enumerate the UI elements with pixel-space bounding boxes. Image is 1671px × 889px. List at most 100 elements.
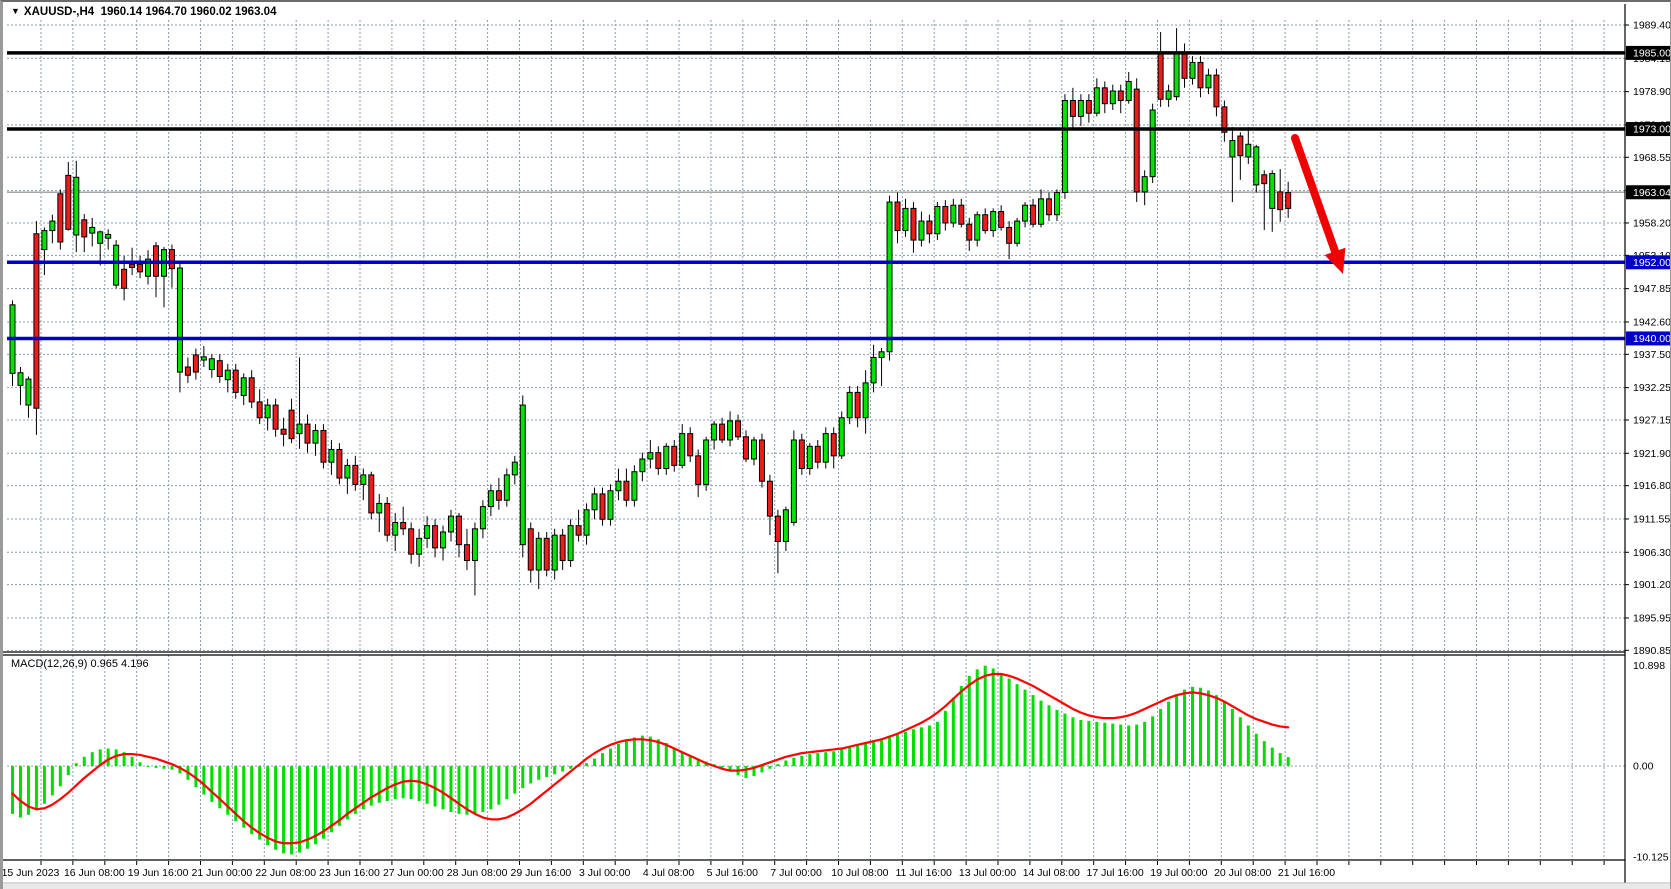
candle-bull	[782, 509, 789, 542]
candle-bull	[1141, 176, 1148, 193]
candle-bull	[934, 205, 941, 235]
time-tick-label: 27 Jun 00:00	[383, 867, 444, 879]
candle-bull	[296, 423, 303, 435]
candle-bear	[81, 219, 88, 238]
candle-bear	[982, 214, 989, 232]
candle-bull	[97, 231, 104, 244]
time-tick-label: 14 Jul 08:00	[1023, 867, 1080, 879]
price-badge	[1626, 45, 1670, 60]
candle-bull	[376, 502, 383, 514]
candle-bull	[806, 445, 813, 470]
candle-bear	[1085, 100, 1092, 114]
price-tick-label: 1932.25	[1633, 382, 1671, 394]
price-tick-label: 1921.90	[1633, 448, 1671, 460]
candle-bear	[320, 429, 327, 463]
candle-bear	[288, 409, 295, 440]
candle-bear	[1101, 87, 1108, 105]
time-tick-label: 17 Jul 16:00	[1086, 867, 1143, 879]
candle-bull	[392, 521, 399, 536]
price-badge	[1626, 331, 1670, 346]
candle-bull	[200, 356, 207, 361]
candle-bull	[49, 220, 56, 232]
time-tick-label: 10 Jul 08:00	[831, 867, 888, 879]
candle-bear	[216, 360, 223, 378]
candle-bear	[384, 502, 391, 536]
candle-bull	[344, 464, 351, 479]
candle-bear	[623, 480, 630, 501]
symbol-dropdown-icon[interactable]: ▼	[11, 6, 20, 16]
candle-bear	[695, 455, 702, 485]
candle-bear	[336, 448, 343, 479]
bottom-strip[interactable]	[3, 884, 1671, 889]
candle-bear	[655, 452, 662, 470]
candle-bull	[1229, 139, 1236, 158]
candle-bear	[1133, 88, 1140, 193]
macd-tick-label: 0.00	[1633, 761, 1654, 773]
candle-bull	[886, 201, 893, 353]
candle-bear	[1277, 191, 1284, 211]
candle-bear	[958, 204, 965, 225]
candle-bull	[471, 528, 478, 562]
candle-bull	[607, 490, 614, 520]
candle-bear	[894, 201, 901, 232]
candle-bear	[559, 534, 566, 562]
candle-bull	[790, 439, 797, 523]
candle-bear	[272, 404, 279, 430]
candle-bear	[455, 515, 462, 546]
candle-bear	[743, 436, 750, 460]
time-tick-label: 7 Jul 00:00	[770, 867, 822, 879]
candle-bull	[424, 525, 431, 539]
candle-bear	[432, 525, 439, 549]
candle-bull	[448, 515, 455, 533]
candle-bull	[711, 423, 718, 441]
candle-bear	[1117, 90, 1124, 102]
time-tick-label: 19 Jun 16:00	[128, 867, 189, 879]
candle-bull	[224, 369, 231, 381]
candle-bear	[1069, 100, 1076, 117]
candle-bull	[1189, 61, 1196, 79]
candle-bear	[232, 369, 239, 393]
candle-bear	[671, 445, 678, 466]
time-tick-label: 21 Jun 00:00	[192, 867, 253, 879]
price-tick-label: 1890.85	[1633, 645, 1671, 657]
candle-bull	[89, 226, 96, 234]
candle-bull	[264, 404, 271, 419]
candle-bear	[256, 401, 263, 419]
candle-bear	[280, 428, 287, 435]
price-tick-label: 1937.50	[1633, 349, 1671, 361]
candle-bear	[1213, 74, 1220, 108]
candle-bear	[719, 423, 726, 441]
time-tick-label: 20 Jul 08:00	[1214, 867, 1271, 879]
candle-bull	[1022, 204, 1029, 222]
price-chart-surface[interactable]: 1989.401984.151978.901973.651968.551963.…	[3, 2, 1671, 889]
time-tick-label: 29 Jun 16:00	[511, 867, 572, 879]
price-badge	[1626, 255, 1670, 270]
price-tick-label: 1927.15	[1633, 414, 1671, 426]
candle-bull	[208, 358, 215, 371]
candle-bull	[679, 433, 686, 466]
candle-bull	[1149, 109, 1156, 178]
candle-bull	[551, 534, 558, 571]
price-tick-label: 1901.20	[1633, 579, 1671, 591]
price-tick-label: 1989.40	[1633, 20, 1671, 32]
candle-bull	[1205, 74, 1212, 89]
trend-arrow-shaft[interactable]	[1291, 134, 1340, 256]
candle-bull	[487, 490, 494, 508]
candle-bull	[1014, 220, 1021, 244]
candle-bear	[65, 174, 72, 230]
candle-bull	[1109, 90, 1116, 105]
candle-bull	[176, 267, 183, 373]
macd-indicator-label: MACD(12,26,9) 0.965 4.196	[11, 658, 149, 670]
trend-arrow-head[interactable]	[1324, 247, 1346, 274]
candle-bear	[830, 433, 837, 457]
candle-bear	[248, 377, 255, 403]
candle-bear	[766, 480, 773, 517]
candle-bear	[121, 268, 128, 289]
time-tick-label: 23 Jun 16:00	[319, 867, 380, 879]
candle-bear	[129, 263, 136, 268]
candle-bear	[57, 193, 64, 243]
candle-bull	[950, 204, 957, 224]
candle-bear	[463, 544, 470, 562]
candle-bear	[854, 391, 861, 419]
